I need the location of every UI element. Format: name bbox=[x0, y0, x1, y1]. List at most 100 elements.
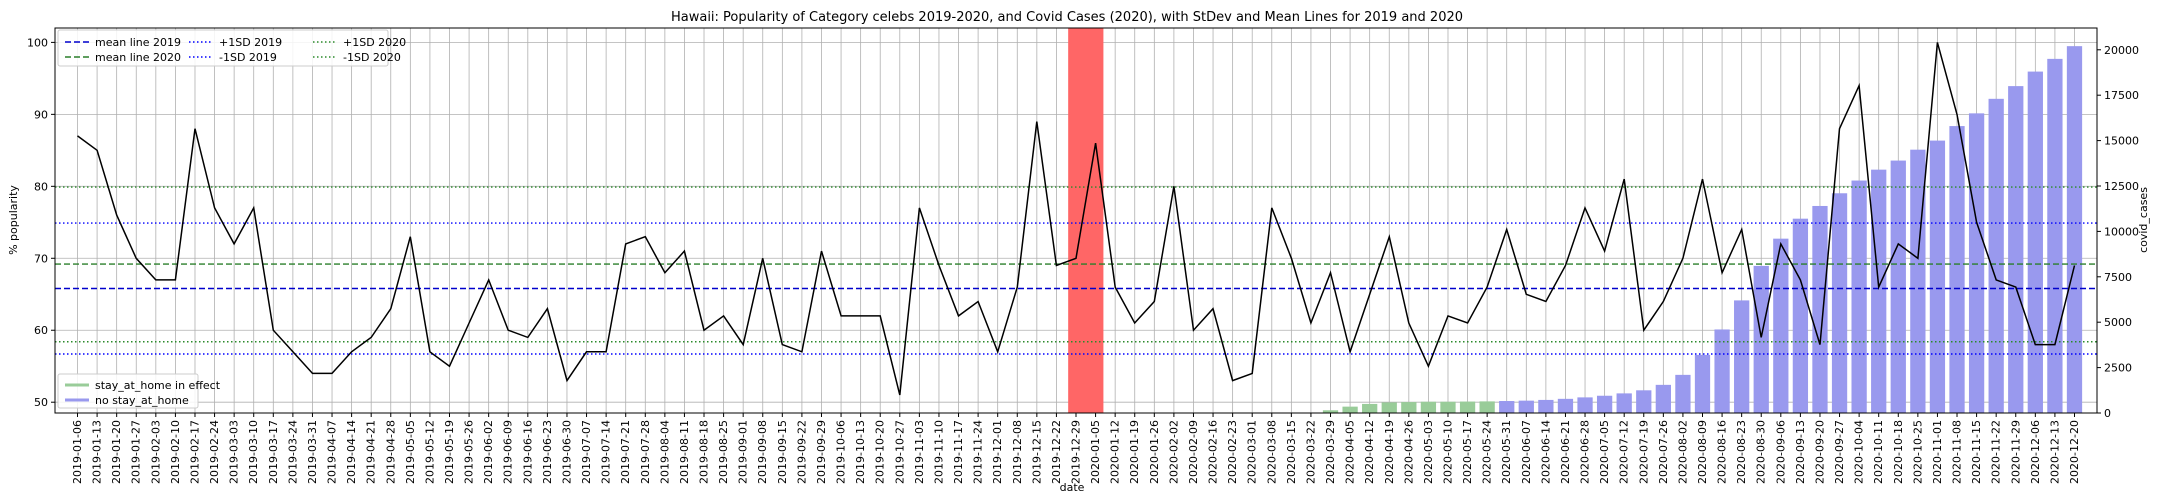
x-tick-label: 2019-08-18 bbox=[698, 420, 711, 484]
x-tick-label: 2019-07-21 bbox=[619, 420, 632, 484]
legend-top-label: +1SD 2020 bbox=[343, 36, 406, 49]
x-tick-label: 2020-05-10 bbox=[1442, 420, 1455, 484]
covid-bar bbox=[1988, 98, 2004, 413]
x-tick-label: 2020-09-06 bbox=[1774, 420, 1787, 484]
legend-top-label: mean line 2019 bbox=[95, 36, 181, 49]
x-tick-label: 2020-11-29 bbox=[2009, 420, 2022, 484]
x-tick-label: 2019-10-13 bbox=[854, 420, 867, 484]
x-tick-label: 2019-08-04 bbox=[658, 420, 671, 484]
covid-bar bbox=[1871, 169, 1887, 413]
covid-bar bbox=[1831, 193, 1848, 413]
covid-bar bbox=[1440, 401, 1456, 413]
y-tick-label-left: 70 bbox=[34, 252, 48, 265]
x-tick-label: 2020-02-02 bbox=[1167, 420, 1180, 484]
covid-bar bbox=[2047, 58, 2063, 413]
popularity-line bbox=[77, 42, 2076, 396]
y-tick-label-right: 12500 bbox=[2104, 180, 2139, 193]
y-axis-label-left: % popularity bbox=[7, 185, 20, 255]
covid-bar bbox=[2008, 86, 2024, 413]
x-tick-label: 2019-05-26 bbox=[463, 420, 476, 484]
covid-bar bbox=[1342, 406, 1358, 413]
x-tick-label: 2019-10-27 bbox=[893, 420, 906, 484]
covid-bars-layer bbox=[1322, 46, 2083, 414]
x-tick-label: 2020-08-16 bbox=[1716, 420, 1729, 484]
legend-top-label: -1SD 2020 bbox=[343, 51, 401, 64]
x-tick-label: 2020-10-11 bbox=[1872, 420, 1885, 484]
x-tick-label: 2020-04-12 bbox=[1363, 420, 1376, 484]
x-tick-label: 2020-01-12 bbox=[1109, 420, 1122, 484]
covid-bar bbox=[1401, 402, 1417, 413]
x-tick-label: 2019-04-28 bbox=[384, 420, 397, 484]
x-tick-label: 2020-05-17 bbox=[1461, 420, 1474, 484]
popularity-line-layer bbox=[77, 42, 2076, 396]
y-tick-label-right: 5000 bbox=[2104, 316, 2132, 329]
x-tick-label: 2019-08-11 bbox=[678, 420, 691, 484]
x-tick-label: 2020-02-23 bbox=[1226, 420, 1239, 484]
x-tick-label: 2019-12-22 bbox=[1050, 420, 1063, 484]
x-axis-label: date bbox=[1060, 481, 1085, 494]
x-tick-label: 2020-12-06 bbox=[2029, 420, 2042, 484]
x-tick-label: 2019-11-17 bbox=[952, 420, 965, 484]
covid-bar bbox=[1694, 354, 1711, 413]
covid-bar bbox=[1851, 180, 1867, 413]
legend-top-box bbox=[57, 29, 389, 67]
covid-bar bbox=[1518, 400, 1534, 413]
covid-bar bbox=[1773, 238, 1789, 413]
x-tick-label: 2019-02-24 bbox=[208, 420, 221, 484]
x-tick-label: 2019-11-10 bbox=[933, 420, 946, 484]
covid-bar bbox=[1675, 374, 1691, 413]
x-tick-label: 2020-03-29 bbox=[1324, 420, 1337, 484]
covid-bar bbox=[1929, 140, 1946, 413]
x-tick-label: 2019-12-01 bbox=[991, 420, 1004, 484]
x-tick-label: 2019-05-12 bbox=[423, 420, 436, 484]
legend-bottom-box bbox=[57, 373, 199, 409]
x-tick-label: 2019-02-03 bbox=[149, 420, 162, 484]
x-tick-label: 2019-09-01 bbox=[737, 420, 750, 484]
x-tick-label: 2019-05-05 bbox=[404, 420, 417, 484]
x-tick-label: 2019-09-29 bbox=[815, 420, 828, 484]
covid-bar bbox=[1479, 401, 1495, 413]
x-tick-label: 2020-05-24 bbox=[1481, 420, 1494, 484]
covid-bar bbox=[1949, 126, 1965, 413]
axes-layer: 50 60 70 80 90 100 0 2500 5000 7500 10000 12500 1500… bbox=[27, 27, 2139, 484]
covid-bar bbox=[1616, 393, 1632, 413]
x-tick-label: 2020-11-01 bbox=[1931, 420, 1944, 484]
x-tick-label: 2020-03-15 bbox=[1285, 420, 1298, 484]
x-tick-label: 2019-03-10 bbox=[247, 420, 260, 484]
x-tick-label: 2020-06-14 bbox=[1539, 420, 1552, 484]
x-tick-label: 2020-02-09 bbox=[1187, 420, 1200, 484]
x-tick-label: 2019-10-06 bbox=[835, 420, 848, 484]
covid-bar bbox=[1792, 218, 1809, 413]
y-tick-label-right: 10000 bbox=[2104, 225, 2139, 238]
y-tick-label-left: 90 bbox=[34, 108, 48, 121]
covid-bar bbox=[1538, 399, 1554, 413]
x-tick-label: 2019-01-27 bbox=[130, 420, 143, 484]
covid-bar bbox=[1812, 205, 1828, 413]
x-tick-label: 2019-07-14 bbox=[600, 420, 613, 484]
x-tick-label: 2019-04-07 bbox=[326, 420, 339, 484]
x-tick-label: 2019-06-30 bbox=[561, 420, 574, 484]
legend-top-label: -1SD 2019 bbox=[219, 51, 277, 64]
x-tick-label: 2020-11-15 bbox=[1970, 420, 1983, 484]
covid-bar bbox=[1655, 384, 1671, 413]
x-tick-label: 2020-08-02 bbox=[1676, 420, 1689, 484]
x-tick-label: 2020-07-12 bbox=[1618, 420, 1631, 484]
y-tick-label-left: 60 bbox=[34, 324, 48, 337]
x-tick-label: 2020-09-27 bbox=[1833, 420, 1846, 484]
x-tick-label: 2020-07-05 bbox=[1598, 420, 1611, 484]
highlight-layer bbox=[1068, 28, 1104, 413]
x-tick-label: 2019-12-29 bbox=[1070, 420, 1083, 484]
covid-bar bbox=[1459, 401, 1476, 413]
x-tick-label: 2019-03-24 bbox=[286, 420, 299, 484]
covid-bar bbox=[1910, 149, 1926, 413]
x-tick-label: 2019-04-21 bbox=[365, 420, 378, 484]
x-tick-label: 2020-04-26 bbox=[1402, 420, 1415, 484]
x-tick-label: 2020-04-05 bbox=[1344, 420, 1357, 484]
x-tick-label: 2020-10-25 bbox=[1911, 420, 1924, 484]
legend-bottom-label: no stay_at_home bbox=[95, 394, 189, 407]
x-tick-label: 2020-08-23 bbox=[1735, 420, 1748, 484]
y-tick-label-right: 0 bbox=[2104, 407, 2111, 420]
x-tick-label: 2019-06-16 bbox=[521, 420, 534, 484]
x-tick-label: 2019-01-06 bbox=[71, 420, 84, 484]
x-tick-label: 2020-10-04 bbox=[1853, 420, 1866, 484]
